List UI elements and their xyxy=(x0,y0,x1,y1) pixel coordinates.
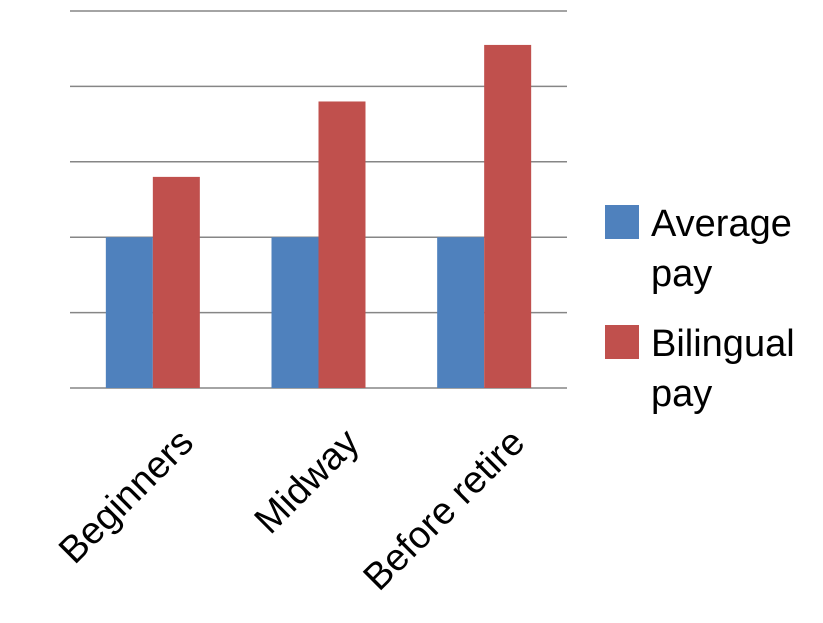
x-tick-label: Beginners xyxy=(51,421,202,572)
bars xyxy=(105,44,532,389)
legend: Average pay Bilingual pay xyxy=(605,203,795,415)
legend-label: Bilingual xyxy=(651,323,795,365)
bar-bilingual-pay-beginners xyxy=(152,176,200,388)
legend-label: Average xyxy=(651,203,792,245)
bar-bilingual-pay-before-retire xyxy=(484,44,532,389)
legend-swatch xyxy=(605,325,639,359)
bar-average-pay-before-retire xyxy=(437,237,485,388)
bar-bilingual-pay-midway xyxy=(318,101,366,388)
x-tick-label: Midway xyxy=(247,421,368,542)
legend-label: pay xyxy=(651,373,712,415)
legend-label: pay xyxy=(651,253,712,295)
legend-swatch xyxy=(605,205,639,239)
bar-average-pay-beginners xyxy=(105,237,153,388)
bar-average-pay-midway xyxy=(271,237,319,388)
x-tick-label: Before retire xyxy=(356,421,534,599)
